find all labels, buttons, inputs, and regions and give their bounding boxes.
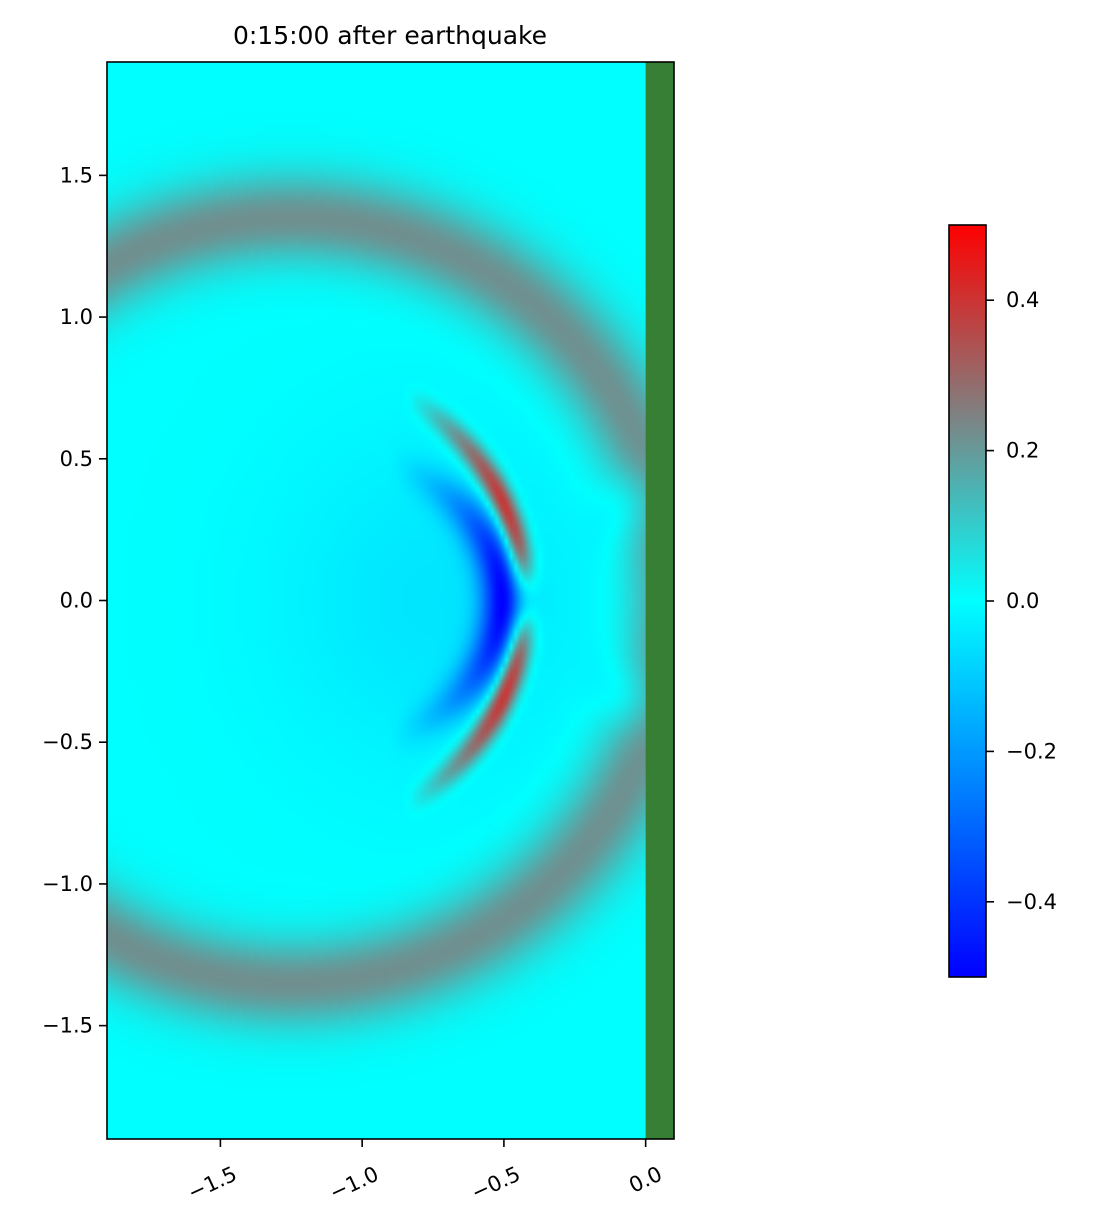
colorbar-tick-label: 0.0 [1006, 589, 1039, 613]
x-tick-label: −1.5 [184, 1162, 240, 1205]
y-axis: 1.5 1.0 0.5 0.0 −0.5 −1.0 −1.5 [42, 163, 107, 1038]
colorbar-tick-label: −0.2 [1006, 739, 1057, 763]
y-tick-label: 0.0 [60, 589, 93, 613]
y-tick-label: −0.5 [42, 730, 93, 754]
colorbar-tick-label: 0.2 [1006, 439, 1039, 463]
x-tick-label: −0.5 [468, 1162, 524, 1205]
heatmap [107, 62, 674, 1139]
y-tick-label: −1.5 [42, 1014, 93, 1038]
colorbar-tick-label: 0.4 [1006, 288, 1039, 312]
colorbar-bar [948, 224, 987, 978]
y-tick-label: 0.5 [60, 447, 93, 471]
land-area [645, 62, 674, 1139]
y-tick-label: 1.5 [60, 163, 93, 187]
y-tick-label: −1.0 [42, 872, 93, 896]
colorbar: 0.4 0.2 0.0 −0.2 −0.4 [948, 224, 1057, 978]
heatmap-image [107, 62, 674, 1139]
colorbar-axis: 0.4 0.2 0.0 −0.2 −0.4 [986, 288, 1057, 914]
x-tick-label: 0.0 [625, 1162, 665, 1198]
x-axis: −1.5 −1.0 −0.5 0.0 [184, 1139, 666, 1205]
colorbar-tick-label: −0.4 [1006, 890, 1057, 914]
y-tick-label: 1.0 [60, 305, 93, 329]
x-tick-label: −1.0 [326, 1162, 382, 1205]
chart-title: 0:15:00 after earthquake [233, 21, 547, 50]
